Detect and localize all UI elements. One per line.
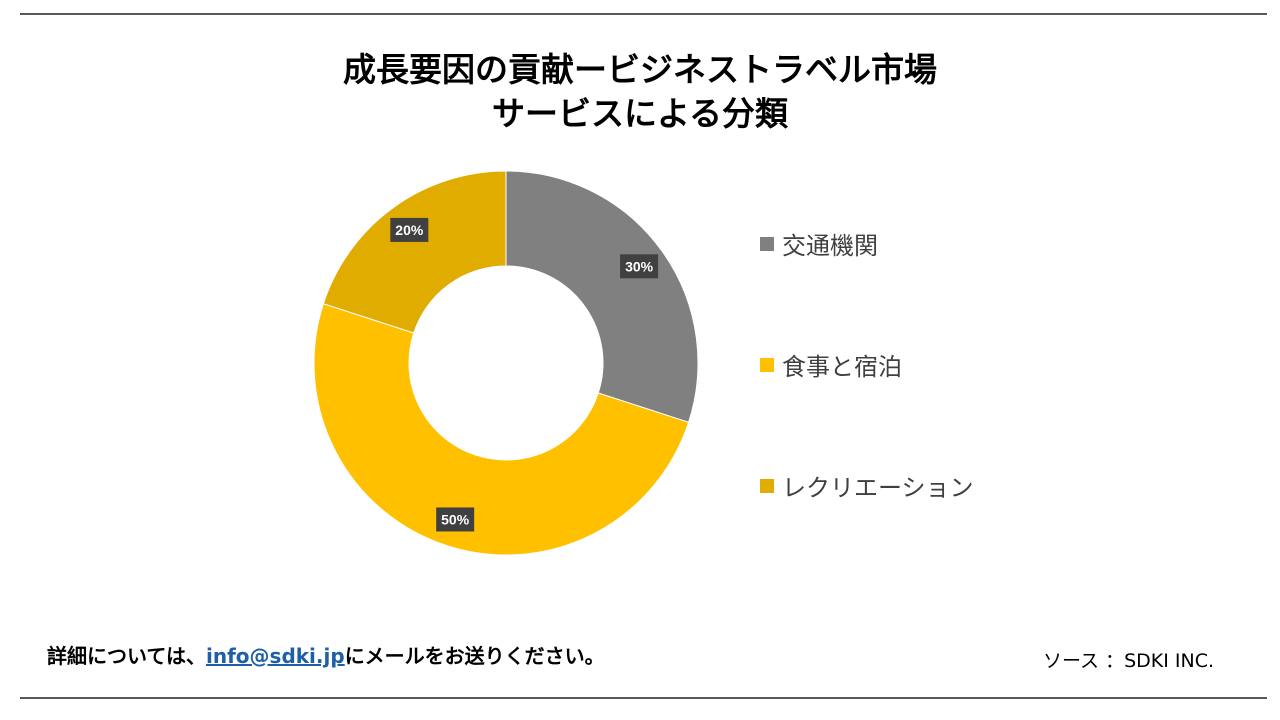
chart-title-line-1: 成長要因の貢献ービジネストラベル市場 xyxy=(343,50,937,89)
legend-label: レクリエーション xyxy=(782,474,974,502)
donut-chart: 30% 50% 20% xyxy=(313,170,699,556)
contact-suffix: にメールをお送りください。 xyxy=(344,644,605,668)
donut-slices xyxy=(313,170,699,556)
legend-swatch-icon xyxy=(760,478,774,493)
value-label-box xyxy=(390,217,429,242)
donut-slice-recreation xyxy=(322,170,507,334)
donut-slice-food-lodging xyxy=(313,303,690,556)
legend-item-food-lodging: 食事と宿泊 xyxy=(760,347,902,382)
donut-value-labels: 30% 50% 20% xyxy=(390,217,659,532)
value-label-text: 20% xyxy=(395,222,424,238)
legend-item-transport: 交通機関 xyxy=(760,226,878,261)
legend-item-recreation: レクリエーション xyxy=(760,468,974,503)
value-label-recreation: 20% xyxy=(390,217,429,242)
contact-note: 詳細については、info@sdki.jpにメールをお送りください。 xyxy=(47,640,605,669)
legend-label: 交通機関 xyxy=(782,232,878,260)
contact-prefix: 詳細については、 xyxy=(47,644,206,668)
legend-swatch-icon xyxy=(760,236,774,251)
bottom-rule xyxy=(20,697,1267,699)
legend-label: 食事と宿泊 xyxy=(782,353,902,381)
value-label-transport: 30% xyxy=(620,254,659,279)
value-label-box xyxy=(436,507,475,532)
contact-email-link[interactable]: info@sdki.jp xyxy=(206,644,345,668)
donut-slice-transport xyxy=(505,170,699,423)
chart-title-line-2: サービスによる分類 xyxy=(491,94,788,133)
value-label-text: 30% xyxy=(625,258,654,274)
value-label-food-lodging: 50% xyxy=(436,507,475,532)
value-label-text: 50% xyxy=(441,511,470,527)
value-label-box xyxy=(620,254,659,279)
source-credit: ソース ：SDKI INC. xyxy=(1043,650,1215,672)
legend-swatch-icon xyxy=(760,357,774,372)
chart-title: 成長要因の貢献ービジネストラベル市場 サービスによる分類 xyxy=(0,48,1280,136)
top-rule xyxy=(20,13,1267,15)
